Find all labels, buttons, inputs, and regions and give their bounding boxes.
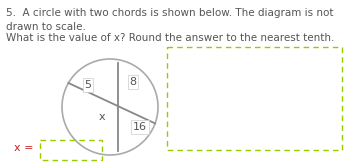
Text: 5.  A circle with two chords is shown below. The diagram is not: 5. A circle with two chords is shown bel… [6, 8, 334, 18]
Text: 8: 8 [130, 77, 136, 87]
Bar [40, 140, 102, 160]
Text: 5: 5 [84, 80, 91, 90]
Bar [167, 47, 342, 150]
Text: What is the value of x? Round the answer to the nearest tenth.: What is the value of x? Round the answer… [6, 33, 334, 43]
Text: 16: 16 [133, 122, 147, 132]
Text: x =: x = [14, 143, 34, 153]
Text: x: x [99, 112, 105, 122]
Text: drawn to scale.: drawn to scale. [6, 22, 86, 32]
